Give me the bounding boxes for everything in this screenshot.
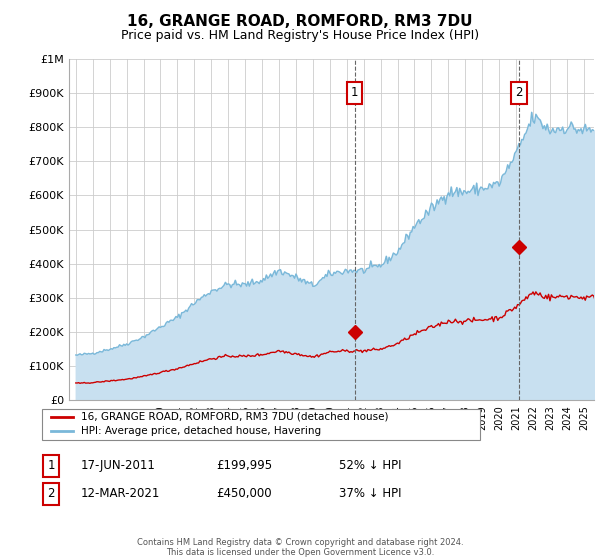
Text: 37% ↓ HPI: 37% ↓ HPI — [339, 487, 401, 501]
Text: 2: 2 — [47, 487, 55, 501]
FancyBboxPatch shape — [42, 409, 480, 440]
Text: Price paid vs. HM Land Registry's House Price Index (HPI): Price paid vs. HM Land Registry's House … — [121, 29, 479, 42]
Text: Contains HM Land Registry data © Crown copyright and database right 2024.
This d: Contains HM Land Registry data © Crown c… — [137, 538, 463, 557]
Text: 12-MAR-2021: 12-MAR-2021 — [81, 487, 160, 501]
Text: 16, GRANGE ROAD, ROMFORD, RM3 7DU: 16, GRANGE ROAD, ROMFORD, RM3 7DU — [127, 14, 473, 29]
Text: 1: 1 — [47, 459, 55, 473]
Text: 1: 1 — [351, 86, 358, 100]
Text: HPI: Average price, detached house, Havering: HPI: Average price, detached house, Have… — [82, 426, 322, 436]
Text: 17-JUN-2011: 17-JUN-2011 — [81, 459, 156, 473]
Text: 52% ↓ HPI: 52% ↓ HPI — [339, 459, 401, 473]
Text: £199,995: £199,995 — [216, 459, 272, 473]
Text: 2: 2 — [515, 86, 523, 100]
Text: £450,000: £450,000 — [216, 487, 272, 501]
Text: 16, GRANGE ROAD, ROMFORD, RM3 7DU (detached house): 16, GRANGE ROAD, ROMFORD, RM3 7DU (detac… — [82, 412, 389, 422]
